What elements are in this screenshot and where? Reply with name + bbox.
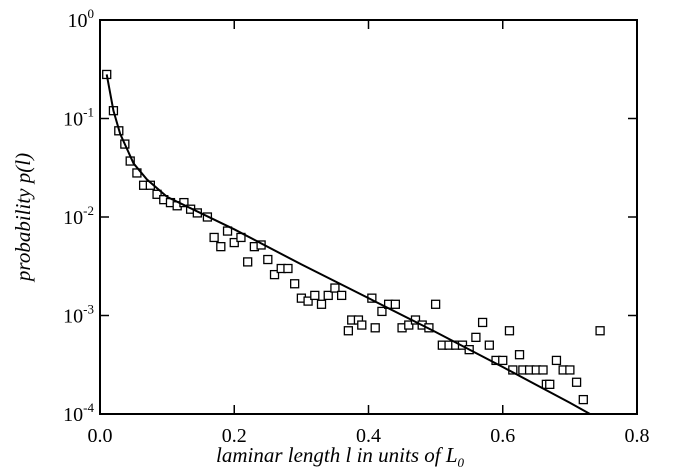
data-point xyxy=(484,340,494,350)
y-tick-label: 10-2 xyxy=(63,203,94,229)
data-point xyxy=(551,355,562,366)
x-tick-label: 0.4 xyxy=(356,425,381,447)
y-tick-label: 100 xyxy=(68,6,95,32)
y-tick-label: 10-1 xyxy=(63,105,94,131)
x-tick-label: 0.2 xyxy=(222,425,247,447)
data-point xyxy=(263,254,273,265)
x-axis-label: laminar length l in units of L0 xyxy=(216,443,465,470)
plot-frame xyxy=(99,19,638,415)
data-point xyxy=(565,365,575,375)
data-point xyxy=(477,317,488,328)
data-point xyxy=(377,306,387,317)
data-point xyxy=(514,350,525,360)
x-axis-label-subscript: 0 xyxy=(458,455,465,470)
x-tick-label: 0.6 xyxy=(490,425,515,447)
data-point xyxy=(243,257,253,267)
y-tick-base: 10 xyxy=(63,306,83,328)
y-tick-base: 10 xyxy=(63,109,83,131)
data-point xyxy=(504,326,515,336)
fit-line xyxy=(105,74,591,415)
x-tick-label: 0.0 xyxy=(88,425,113,447)
y-tick-base: 10 xyxy=(63,207,83,229)
y-tick-exponent: 0 xyxy=(88,6,95,21)
data-point xyxy=(343,326,354,336)
data-point xyxy=(430,299,441,309)
data-point xyxy=(390,299,401,309)
data-point xyxy=(229,237,239,248)
data-point xyxy=(216,242,226,252)
data-point xyxy=(578,394,588,405)
data-point xyxy=(595,326,605,336)
y-tick-base: 10 xyxy=(68,10,88,32)
data-point xyxy=(370,323,380,333)
x-axis-label-text: laminar length l in units of L xyxy=(216,443,458,467)
y-axis-label: probability p(l) xyxy=(11,153,35,283)
data-point xyxy=(538,365,548,375)
data-point xyxy=(323,290,333,301)
data-point xyxy=(209,232,219,243)
data-point xyxy=(498,355,508,366)
data-point xyxy=(471,332,481,343)
y-tick-base: 10 xyxy=(63,404,83,426)
y-tick-label: 10-3 xyxy=(63,302,94,328)
x-tick-label: 0.8 xyxy=(625,425,650,447)
data-point xyxy=(571,377,582,387)
data-point xyxy=(357,320,367,330)
y-tick-exponent: -2 xyxy=(83,203,94,218)
y-tick-exponent: -3 xyxy=(83,302,94,317)
data-point xyxy=(545,379,555,389)
data-point xyxy=(310,290,320,301)
y-tick-label: 10-4 xyxy=(63,400,94,426)
data-point xyxy=(330,283,340,293)
data-point xyxy=(283,263,293,274)
data-point xyxy=(303,296,313,306)
data-point xyxy=(269,269,280,280)
data-point xyxy=(404,320,414,330)
data-point xyxy=(152,189,162,199)
y-tick-exponent: -4 xyxy=(83,400,94,415)
data-point xyxy=(290,279,300,289)
data-point xyxy=(316,299,327,309)
y-tick-exponent: -1 xyxy=(83,105,94,120)
data-point xyxy=(336,290,347,301)
